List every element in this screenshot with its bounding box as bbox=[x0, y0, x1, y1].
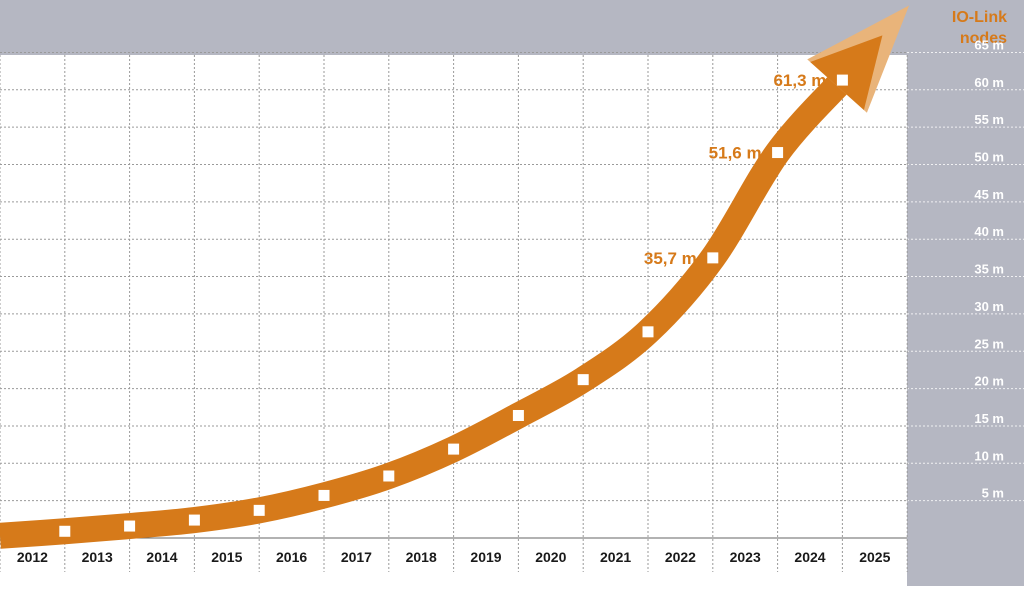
y-axis-title-line-2: nodes bbox=[960, 30, 1007, 47]
data-label-1: 51,6 m bbox=[709, 144, 762, 163]
x-tick-label-2015: 2015 bbox=[211, 549, 242, 565]
y-tick-label-1: 10 m bbox=[974, 448, 1004, 463]
y-tick-label-7: 40 m bbox=[974, 224, 1004, 239]
data-point-2019.5 bbox=[512, 409, 524, 421]
data-point-2013.5 bbox=[124, 520, 136, 532]
x-tick-label-2017: 2017 bbox=[341, 549, 372, 565]
growth-arrow-head bbox=[810, 35, 883, 111]
data-point-2021.5 bbox=[642, 326, 654, 338]
data-point-2014.5 bbox=[188, 514, 200, 526]
y-tick-label-2: 15 m bbox=[974, 411, 1004, 426]
y-tick-label-3: 20 m bbox=[974, 374, 1004, 389]
x-tick-label-2018: 2018 bbox=[406, 549, 437, 565]
x-tick-label-2021: 2021 bbox=[600, 549, 631, 565]
data-point-2012.5 bbox=[59, 525, 71, 537]
y-tick-label-12: 65 m bbox=[974, 37, 1004, 52]
data-point-2020.5 bbox=[577, 374, 589, 386]
y-axis-title-line-1: IO-Link bbox=[952, 9, 1007, 26]
x-tick-label-2023: 2023 bbox=[730, 549, 761, 565]
x-tick-label-2012: 2012 bbox=[17, 549, 48, 565]
x-tick-label-2019: 2019 bbox=[470, 549, 501, 565]
x-tick-label-2014: 2014 bbox=[146, 549, 177, 565]
data-point-2018.5 bbox=[448, 443, 460, 455]
data-point-2017.5 bbox=[383, 470, 395, 482]
x-tick-label-2025: 2025 bbox=[859, 549, 890, 565]
data-label-2: 61,3 m bbox=[773, 71, 826, 90]
data-point-2016.5 bbox=[318, 489, 330, 501]
x-tick-label-2016: 2016 bbox=[276, 549, 307, 565]
y-tick-label-6: 35 m bbox=[974, 262, 1004, 277]
data-point-2015.5 bbox=[253, 504, 265, 516]
y-tick-label-0: 5 m bbox=[982, 486, 1004, 501]
data-label-0: 35,7 m bbox=[644, 249, 697, 268]
data-point-2023.5 bbox=[772, 147, 784, 159]
y-tick-label-11: 60 m bbox=[974, 75, 1004, 90]
y-tick-label-9: 50 m bbox=[974, 150, 1004, 165]
data-point-2022.5 bbox=[707, 252, 719, 264]
x-tick-label-2022: 2022 bbox=[665, 549, 696, 565]
x-tick-label-2020: 2020 bbox=[535, 549, 566, 565]
y-tick-label-10: 55 m bbox=[974, 112, 1004, 127]
x-tick-label-2013: 2013 bbox=[82, 549, 113, 565]
y-tick-label-4: 25 m bbox=[974, 336, 1004, 351]
y-tick-label-8: 45 m bbox=[974, 187, 1004, 202]
right-axis-band bbox=[907, 0, 1024, 586]
x-tick-label-2024: 2024 bbox=[794, 549, 825, 565]
data-point-2024.5 bbox=[836, 74, 848, 86]
y-tick-label-5: 30 m bbox=[974, 299, 1004, 314]
